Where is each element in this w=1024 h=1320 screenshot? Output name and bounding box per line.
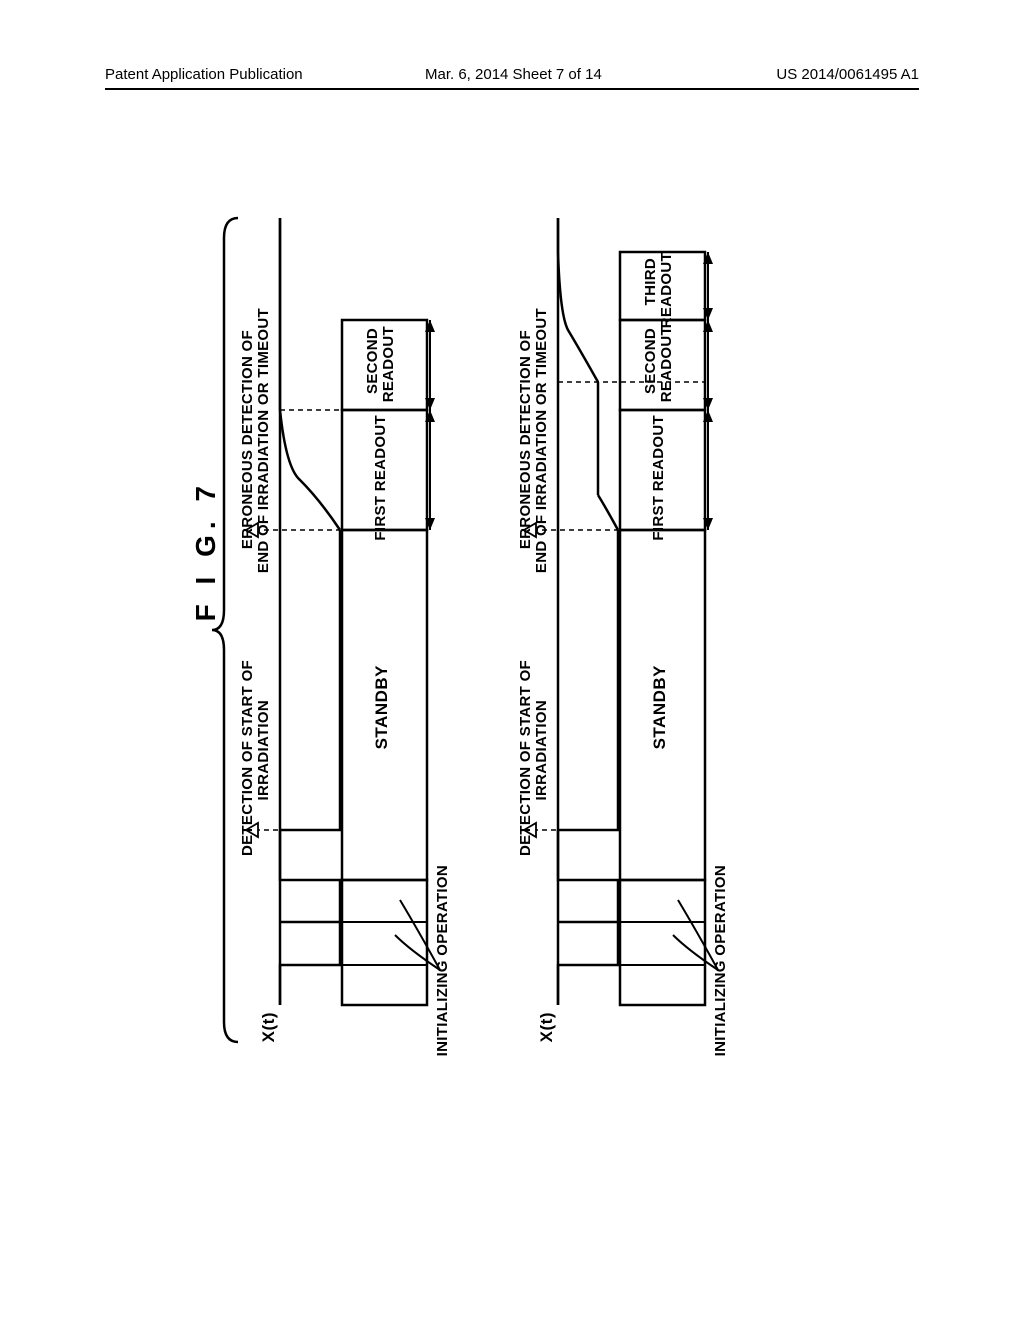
second-readout-b: SECOND	[643, 328, 659, 394]
page: Patent Application Publication Mar. 6, 2…	[0, 0, 1024, 1320]
standby-b: STANDBY	[651, 665, 669, 749]
xt-b: X(t)	[538, 1012, 556, 1042]
third-readout-b: THIRD	[643, 258, 659, 305]
end-label-b-2: END OF IRRADIATION OR TIMEOUT	[534, 308, 550, 573]
end-label-b: ERRONEOUS DETECTION OF	[518, 330, 534, 549]
start-label-b: DETECTION OF START OF	[518, 660, 534, 856]
third-readout-b2: READOUT	[659, 252, 675, 328]
first-readout-b: FIRST READOUT	[651, 415, 667, 541]
second-readout-b2: READOUT	[659, 326, 675, 402]
start-label-b-2: IRRADIATION	[534, 700, 550, 801]
init-label-b: INITIALIZING OPERATION	[713, 865, 729, 1056]
diagram-b	[0, 0, 1024, 1320]
